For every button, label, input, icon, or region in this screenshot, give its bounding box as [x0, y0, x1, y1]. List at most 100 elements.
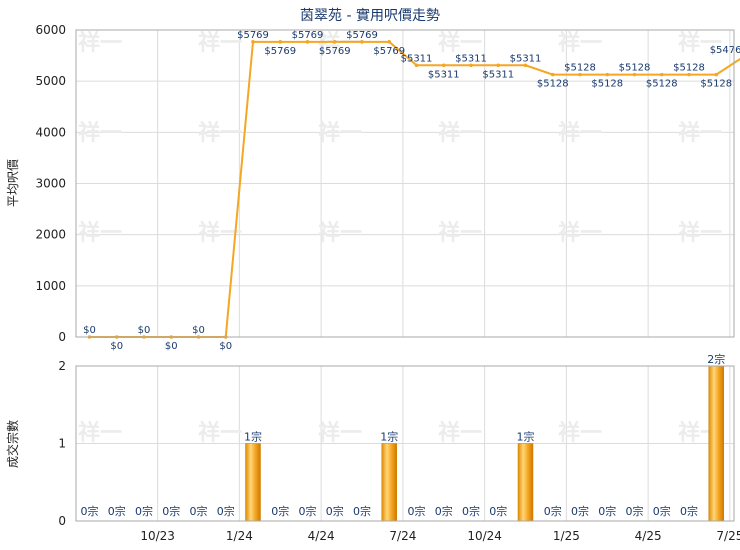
- count-bar-label: 0宗: [626, 504, 644, 518]
- bar-y-axis-label: 成交宗數: [5, 420, 20, 468]
- watermark-text: 祥一: [558, 120, 602, 146]
- price-point: [523, 63, 528, 68]
- line-y-tick-label: 2000: [35, 228, 66, 242]
- price-data-label: $5769: [373, 46, 405, 57]
- price-data-label: $5311: [428, 69, 460, 80]
- x-tick-label: 4/25: [635, 529, 662, 543]
- price-data-label: $5769: [319, 46, 351, 57]
- count-bar: [708, 365, 724, 522]
- price-line-series: [89, 40, 740, 338]
- line-y-tick-label: 0: [58, 330, 66, 344]
- price-data-label: $5128: [564, 63, 596, 74]
- x-tick-label: 10/24: [467, 529, 502, 543]
- watermark-text: 祥一: [78, 30, 122, 56]
- price-data-label: $5476: [710, 45, 740, 56]
- price-data-label: $5311: [510, 53, 542, 64]
- count-bar-label: 0宗: [353, 504, 371, 518]
- watermark-text: 祥一: [438, 30, 482, 56]
- watermark-text: 祥一: [78, 220, 122, 246]
- price-data-label: $5128: [537, 79, 569, 90]
- watermark-text: 祥一: [318, 220, 362, 246]
- count-bar-label: 0宗: [299, 504, 317, 518]
- price-data-label: $5769: [292, 30, 324, 41]
- watermark-text: 祥一: [78, 420, 122, 446]
- watermark-text: 祥一: [438, 220, 482, 246]
- watermark-text: 祥一: [558, 30, 602, 56]
- count-bar-label: 0宗: [571, 504, 589, 518]
- count-bar-label: 0宗: [81, 504, 99, 518]
- watermark-text: 祥一: [198, 30, 242, 56]
- count-bar-label: 0宗: [135, 504, 153, 518]
- price-data-label: $5311: [401, 53, 433, 64]
- price-data-label: $5128: [591, 79, 623, 90]
- line-y-tick-label: 4000: [35, 125, 66, 139]
- marks-layer: [87, 40, 740, 522]
- watermark-text: 祥一: [558, 220, 602, 246]
- count-bar-label: 0宗: [162, 504, 180, 518]
- count-bar: [381, 443, 397, 522]
- price-data-label: $5769: [346, 30, 378, 41]
- bar-y-tick-label: 1: [58, 437, 66, 451]
- watermark-text: 祥一: [678, 220, 722, 246]
- watermark-text: 祥一: [78, 120, 122, 146]
- count-bar-label: 0宗: [435, 504, 453, 518]
- price-point: [278, 40, 283, 44]
- count-bar-label: 0宗: [653, 504, 671, 518]
- price-data-label: $0: [165, 341, 178, 352]
- x-tick-label: 4/24: [308, 529, 335, 543]
- chart-title: 茵翠苑 - 實用呎價走勢: [300, 7, 440, 24]
- price-data-label: $5311: [455, 53, 487, 64]
- grid-layer: [76, 29, 734, 522]
- count-bar-label: 0宗: [408, 504, 426, 518]
- line-y-axis-label: 平均呎價: [6, 159, 20, 207]
- x-tick-label: 7/25: [716, 529, 740, 543]
- price-data-label: $5769: [237, 30, 269, 41]
- bar-y-tick-label: 0: [58, 514, 66, 528]
- price-point: [469, 63, 473, 68]
- line-y-tick-label: 5000: [35, 74, 66, 88]
- watermark-text: 祥一: [558, 420, 602, 446]
- price-data-label: $5128: [673, 63, 705, 74]
- labels-layer: 10/23 1/24 4/24 7/24 10/24 1/25 4/25 7/25 0 1000 2…: [35, 23, 740, 543]
- price-data-label: $5769: [264, 46, 296, 57]
- price-point: [714, 72, 719, 77]
- x-tick-label: 7/24: [389, 529, 416, 543]
- count-bar-label: 0宗: [326, 504, 344, 518]
- count-bar-label: 2宗: [707, 352, 725, 366]
- price-data-label: $0: [219, 341, 232, 352]
- count-bar-label: 0宗: [489, 504, 507, 518]
- count-bar-label: 1宗: [380, 430, 398, 444]
- price-point: [687, 72, 691, 77]
- price-point: [305, 40, 310, 44]
- bar-y-tick-label: 2: [58, 359, 66, 373]
- price-point: [496, 63, 501, 68]
- watermark-text: 祥一: [318, 420, 362, 446]
- count-bar-label: 0宗: [108, 504, 126, 518]
- count-bar-label: 0宗: [271, 504, 289, 518]
- count-bar-label: 1宗: [244, 430, 262, 444]
- price-data-label: $5128: [619, 63, 651, 74]
- watermark-text: 祥一: [438, 120, 482, 146]
- line-plot-frame: [75, 29, 735, 338]
- price-data-label: $0: [138, 325, 151, 336]
- price-point: [632, 72, 637, 77]
- price-data-label: $0: [110, 341, 123, 352]
- price-data-label: $5128: [646, 79, 678, 90]
- line-y-tick-label: 1000: [35, 279, 66, 293]
- price-data-label: $0: [83, 325, 96, 336]
- count-bar-label: 0宗: [598, 504, 616, 518]
- count-bar-label: 0宗: [462, 504, 480, 518]
- x-tick-label: 10/23: [140, 529, 175, 543]
- price-point: [659, 72, 664, 77]
- count-bar: [517, 443, 534, 522]
- count-bar-label: 0宗: [680, 504, 698, 518]
- price-point: [360, 40, 364, 44]
- watermark-text: 祥一: [678, 30, 722, 56]
- price-data-label: $5311: [482, 69, 514, 80]
- count-bar: [245, 443, 261, 522]
- count-bar-label: 1宗: [517, 430, 535, 444]
- watermark-text: 祥一: [438, 420, 482, 446]
- price-point: [550, 72, 555, 77]
- watermark-text: 祥一: [198, 420, 242, 446]
